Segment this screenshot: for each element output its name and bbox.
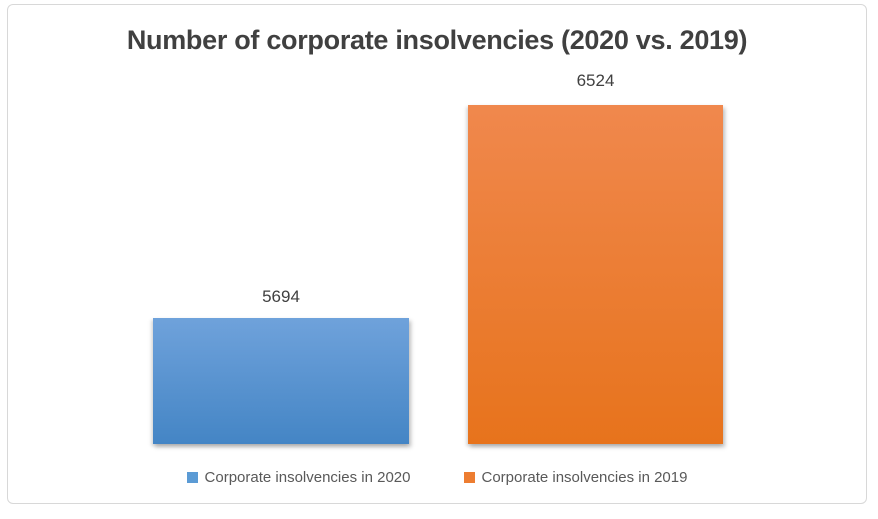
- bar-2020[interactable]: [153, 318, 409, 444]
- bar-2019[interactable]: [468, 105, 723, 444]
- chart-legend: Corporate insolvencies in 2020 Corporate…: [8, 469, 866, 486]
- chart-title: Number of corporate insolvencies (2020 v…: [126, 25, 748, 55]
- data-label-2019: 6524: [576, 71, 615, 90]
- legend-swatch-2019-icon: [463, 472, 475, 483]
- legend-item-2019[interactable]: Corporate insolvencies in 2019: [463, 469, 688, 486]
- legend-label-2020: Corporate insolvencies in 2020: [204, 469, 411, 486]
- data-label-2020: 5694: [262, 287, 300, 306]
- legend-label-2019: Corporate insolvencies in 2019: [481, 469, 688, 486]
- legend-swatch-2020-icon: [186, 472, 198, 483]
- chart-container: Number of corporate insolvencies (2020 v…: [7, 4, 867, 504]
- legend-item-2020[interactable]: Corporate insolvencies in 2020: [186, 469, 411, 486]
